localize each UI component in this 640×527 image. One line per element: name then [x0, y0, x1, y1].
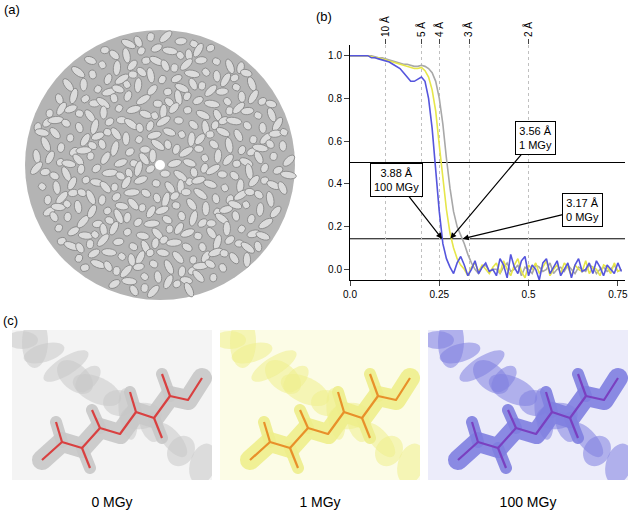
svg-text:100 MGy: 100 MGy — [500, 494, 557, 510]
svg-text:1 MGy: 1 MGy — [299, 494, 340, 510]
svg-text:0.5: 0.5 — [522, 289, 536, 300]
svg-text:3.88 Å100 MGy: 3.88 Å100 MGy — [374, 167, 419, 193]
svg-text:0.4: 0.4 — [328, 178, 342, 189]
svg-text:2 Å: 2 Å — [522, 22, 534, 37]
svg-text:(a): (a) — [4, 2, 20, 17]
svg-text:0.25: 0.25 — [430, 289, 450, 300]
svg-text:0.8: 0.8 — [328, 93, 342, 104]
svg-text:0.6: 0.6 — [328, 136, 342, 147]
svg-text:0.75: 0.75 — [608, 289, 628, 300]
svg-text:3.17 Å0 MGy: 3.17 Å0 MGy — [566, 197, 599, 223]
svg-text:(c): (c) — [3, 313, 18, 328]
svg-text:1.0: 1.0 — [328, 50, 342, 61]
svg-text:3 Å: 3 Å — [462, 22, 474, 37]
svg-text:0.0: 0.0 — [343, 289, 357, 300]
svg-text:3.56 Å1 MGy: 3.56 Å1 MGy — [519, 125, 552, 151]
svg-text:0 MGy: 0 MGy — [91, 494, 132, 510]
svg-text:4 Å: 4 Å — [433, 22, 445, 37]
svg-text:0.2: 0.2 — [328, 221, 342, 232]
svg-text:(b): (b) — [316, 9, 332, 24]
svg-text:0.0: 0.0 — [328, 264, 342, 275]
svg-text:5 Å: 5 Å — [415, 22, 427, 37]
svg-text:10 Å: 10 Å — [379, 16, 391, 37]
